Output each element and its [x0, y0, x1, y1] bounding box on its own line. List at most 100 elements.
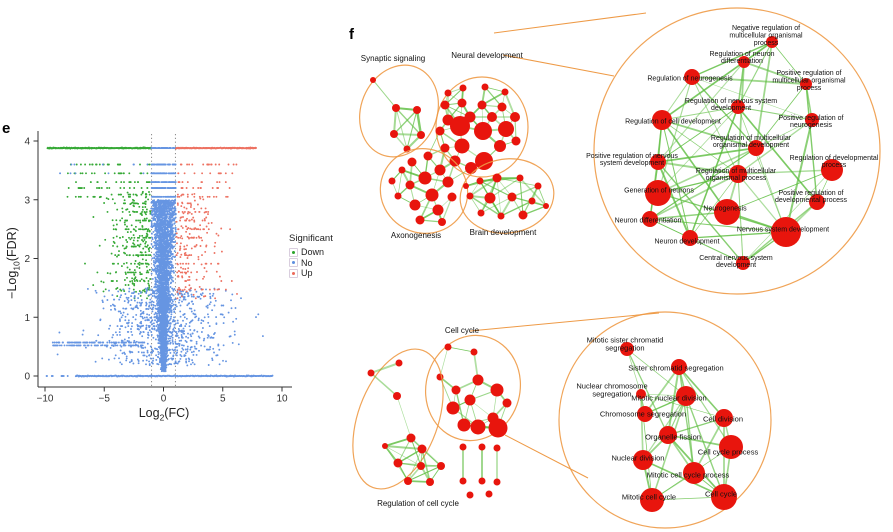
network-node	[485, 490, 493, 498]
network-node	[501, 88, 509, 96]
network-node	[477, 100, 487, 110]
network-edge	[685, 395, 725, 498]
network-node	[671, 359, 687, 375]
network-node	[652, 110, 672, 130]
network-node	[637, 406, 653, 422]
network-edge	[691, 76, 807, 85]
network-node	[435, 126, 445, 136]
network-edge	[661, 61, 745, 121]
legend-item-label: No	[301, 257, 313, 268]
network-edge	[678, 366, 695, 474]
network-node	[684, 69, 700, 85]
y-axis-title-suffix: (FDR)	[5, 227, 19, 262]
network-node	[454, 138, 470, 154]
y-axis-title: −Log10(FDR)	[5, 193, 22, 333]
network-edge	[678, 366, 725, 419]
network-node	[466, 491, 474, 499]
network-edge	[661, 119, 691, 239]
network-node	[393, 392, 401, 400]
go-term-label: Mitotic nuclear division	[631, 394, 706, 403]
network-edge	[395, 107, 422, 136]
go-term-label: Positive regulation of developmental proc…	[775, 190, 847, 204]
network-node	[464, 394, 476, 406]
network-node	[440, 143, 450, 153]
network-edge	[480, 196, 513, 214]
legend-key-icon	[289, 258, 298, 268]
go-term-label: Negative regulation of multicellular orga…	[729, 25, 803, 47]
network-edge	[644, 366, 680, 415]
network-edge	[393, 109, 418, 135]
network-node	[470, 419, 486, 435]
network-edge	[370, 362, 400, 374]
go-term-label: Sister chromatid segregation	[628, 364, 723, 373]
network-edge	[755, 41, 773, 149]
cluster-label: Neural development	[451, 51, 523, 60]
network-edge	[657, 161, 739, 175]
go-term-label: Generation of neurons	[624, 187, 694, 194]
network-edge	[479, 180, 513, 198]
legend-item-label: Down	[301, 247, 325, 258]
network-node	[370, 77, 376, 83]
network-node	[476, 177, 484, 185]
network-node	[511, 136, 521, 146]
network-edge	[649, 173, 739, 220]
network-node	[423, 151, 433, 161]
cluster-label: Axonogenesis	[391, 231, 441, 240]
go-term-label: Neurogenesis	[703, 205, 747, 212]
go-term-label: Organelle fission	[645, 433, 701, 442]
network-node	[736, 256, 750, 270]
network-node	[659, 426, 677, 444]
network-node	[392, 104, 400, 112]
network-edge	[397, 169, 403, 197]
go-term-label: Mitotic cell cycle	[622, 493, 676, 502]
go-term-label: Cell cycle	[705, 490, 737, 499]
magnifier-connector-line	[504, 434, 589, 479]
network-edge	[691, 76, 757, 149]
cluster-outline-regulation-of-cell-cycle	[352, 348, 444, 490]
network-node	[497, 102, 507, 112]
network-edge	[396, 395, 412, 439]
network-node	[478, 443, 486, 451]
panel-e-volcano: −10 −5 0 5 10 0 1 2 3 4	[24, 131, 292, 405]
network-edge	[661, 119, 757, 149]
network-node	[459, 477, 467, 485]
network-node	[715, 409, 733, 427]
network-edge	[657, 147, 757, 194]
network-edge	[755, 119, 813, 149]
y-axis-title-subscript: 10	[11, 261, 22, 271]
network-edge	[393, 107, 397, 135]
cluster-neural-development	[391, 76, 529, 223]
network-node	[472, 374, 484, 386]
network-edge	[519, 177, 524, 216]
network-node	[470, 348, 478, 356]
go-term-label: Regulation of neuron differentiation	[710, 51, 775, 65]
network-edge	[737, 106, 787, 233]
panel-f-networks: Synaptic signaling Neural development Axon…	[352, 7, 881, 529]
go-term-label: Chromosome segregation	[600, 410, 686, 419]
go-term-label: Cell cycle process	[698, 448, 759, 457]
network-node	[394, 192, 402, 200]
legend-item-label: Up	[301, 268, 313, 279]
network-edge	[496, 177, 502, 217]
cluster-axonogenesis	[379, 148, 469, 234]
network-node	[434, 164, 446, 176]
network-node	[418, 171, 432, 185]
cluster-outline-axonogenesis	[379, 148, 469, 234]
network-edge	[489, 177, 521, 199]
network-edge	[469, 177, 498, 197]
network-node	[528, 197, 536, 205]
network-node	[440, 100, 450, 110]
network-edge	[737, 119, 813, 175]
y-tick-label: 0	[24, 372, 30, 383]
magnifier-connector-line	[502, 54, 615, 77]
network-node	[494, 140, 506, 152]
network-node	[404, 477, 412, 485]
network-node	[490, 383, 504, 397]
network-node	[731, 100, 745, 114]
network-edge	[661, 119, 739, 175]
network-node	[498, 121, 514, 137]
network-node	[446, 401, 460, 415]
network-node	[398, 166, 406, 174]
network-node	[711, 484, 737, 510]
network-node	[405, 180, 415, 190]
